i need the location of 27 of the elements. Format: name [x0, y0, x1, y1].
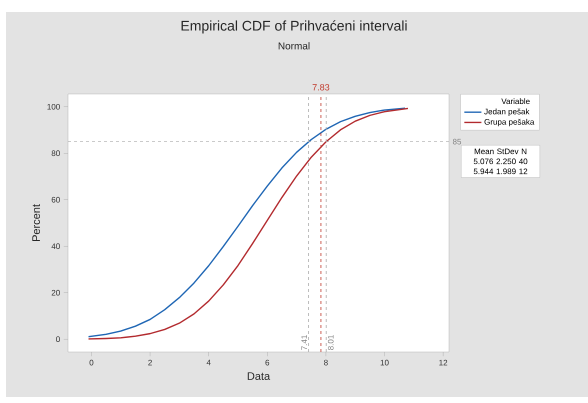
text: 5.076 2.250 40 — [474, 158, 528, 164]
y-tick-label: 100 — [47, 104, 60, 110]
chart-subtitle: Normal — [278, 42, 310, 50]
x-tick-label: 4 — [206, 360, 211, 366]
text: 5.944 1.989 12 — [474, 168, 528, 174]
y-tick-label: 0 — [56, 336, 60, 342]
ref-line-label: 7.83 — [312, 84, 330, 90]
text: Mean StDev N — [474, 148, 526, 154]
y-axis-title: Percent — [32, 204, 40, 242]
x-tick-label: 6 — [265, 360, 270, 366]
legend-title: Variable — [501, 98, 530, 104]
ref-line-label: 7.41 — [301, 335, 307, 350]
y-tick-label: 20 — [52, 290, 60, 296]
ref-line-label: 85 — [452, 138, 462, 144]
x-tick-label: 12 — [439, 360, 448, 366]
x-axis-title: Data — [248, 372, 270, 380]
legend-label: Grupa pešaka — [484, 118, 534, 126]
y-tick-label: 60 — [52, 196, 60, 203]
x-tick-label: 0 — [90, 360, 94, 366]
x-tick-label: 8 — [324, 360, 328, 366]
chart-title: Empirical CDF of Prihvaćeni intervali — [182, 20, 407, 34]
x-tick-label: 10 — [380, 360, 389, 366]
y-tick-label: 40 — [51, 243, 60, 250]
legend-label: Jedan pešak — [484, 108, 530, 116]
ref-line-label: 8.01 — [328, 335, 334, 350]
x-tick-label: 2 — [148, 360, 152, 366]
y-tick-label: 80 — [52, 150, 60, 156]
